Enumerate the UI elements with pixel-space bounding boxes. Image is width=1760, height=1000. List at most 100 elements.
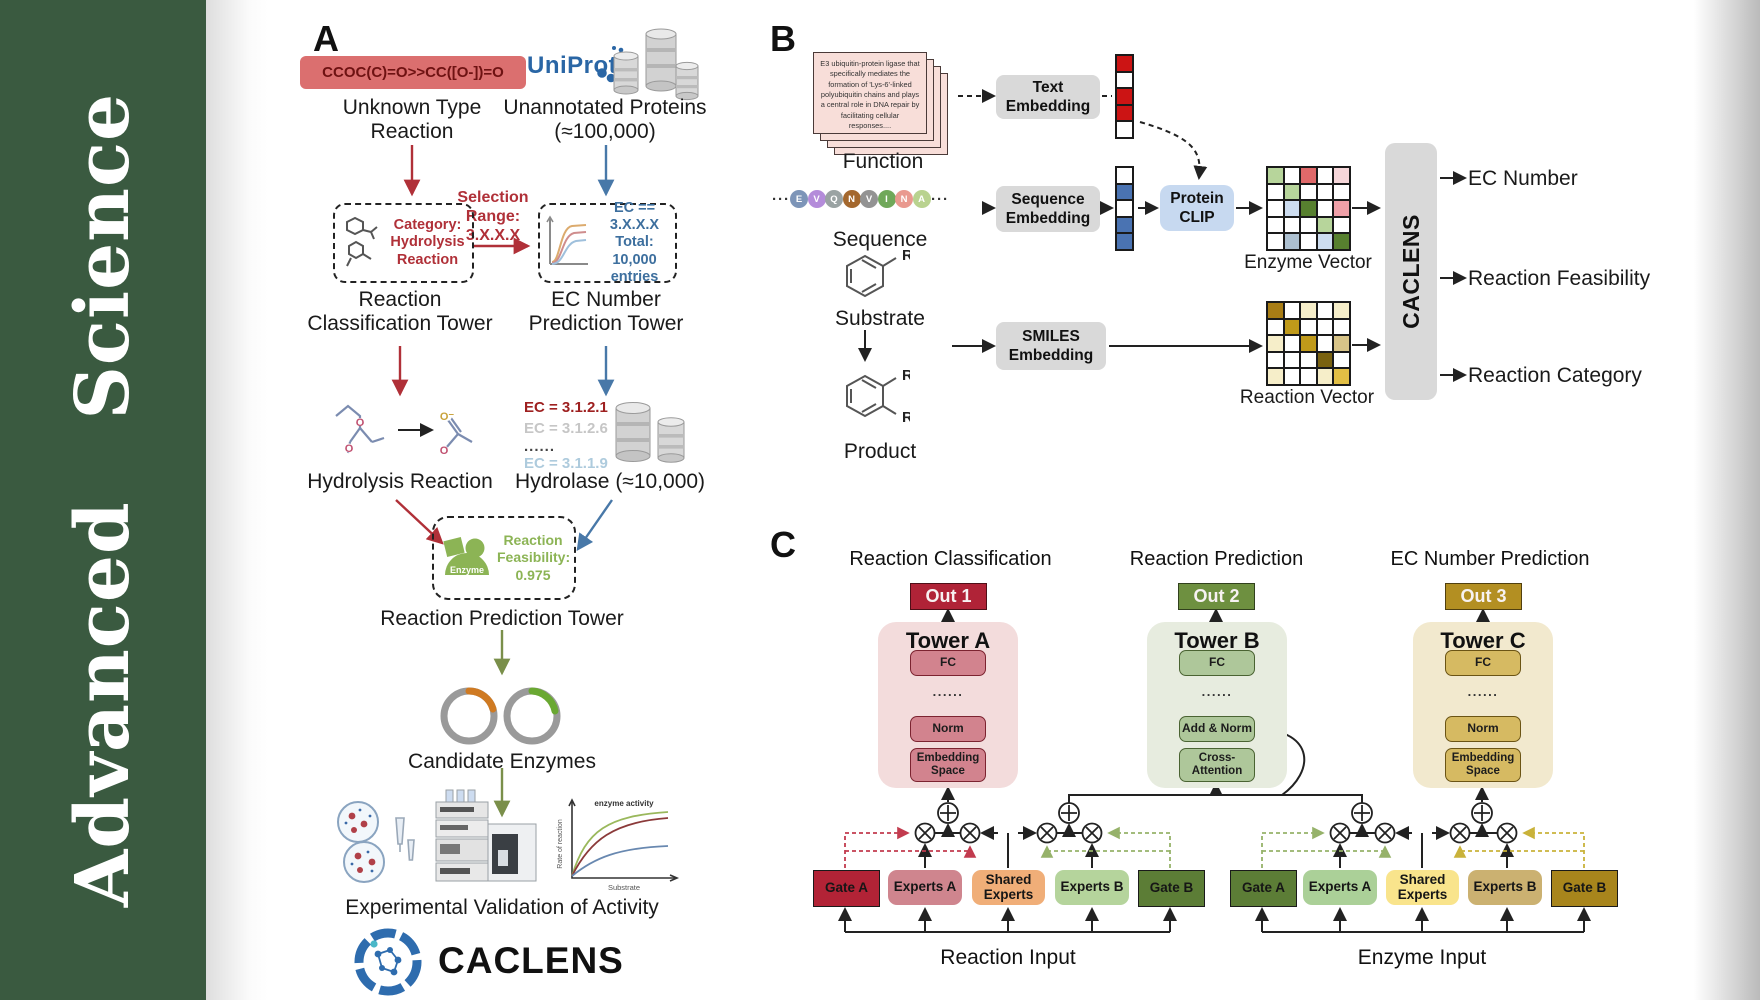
feasibility-text: Reaction Feasibility: 0.975 xyxy=(497,531,571,583)
sequence-label: Sequence xyxy=(832,228,928,251)
activity-annotation: enzyme activity xyxy=(594,799,654,808)
vector-cell xyxy=(1284,234,1299,249)
protein-clip-box: Protein CLIP xyxy=(1160,185,1234,231)
vector-cell xyxy=(1268,184,1283,199)
caclens-bar: CACLENS xyxy=(1385,143,1437,400)
reaction-gate-a: Gate A xyxy=(813,870,880,907)
vector-cell xyxy=(1301,319,1316,334)
vector-cell xyxy=(1334,303,1349,318)
reaction-experts-a: Experts A xyxy=(888,870,962,905)
tower-b-fc: FC xyxy=(1179,650,1255,676)
caclens-logo-icon xyxy=(354,928,422,996)
ec-tower-label: EC Number Prediction Tower xyxy=(528,288,684,335)
vector-cell xyxy=(1284,319,1299,334)
ec-item-dots: ...... xyxy=(524,438,556,456)
function-label: Function xyxy=(842,150,924,173)
svg-text:R: R xyxy=(902,367,910,384)
vector-cell xyxy=(1284,336,1299,351)
sequence-embedding-box: Sequence Embedding xyxy=(996,186,1100,232)
vector-cell xyxy=(1117,122,1132,137)
amino-acid-circle: E xyxy=(790,190,808,208)
amino-acid-circle: I xyxy=(877,190,896,208)
tower-b-panel: Tower B FC ...... Add & Norm Cross- Atte… xyxy=(1147,622,1287,788)
svg-text:R: R xyxy=(902,248,910,264)
tower-a-panel: Tower A FC ...... Norm Embedding Space xyxy=(878,622,1018,788)
sidebar-shadow xyxy=(206,0,268,1000)
page-edge-shade xyxy=(1694,0,1760,1000)
vector-cell xyxy=(1301,234,1316,249)
vector-cell xyxy=(1117,72,1132,87)
vector-cell xyxy=(1317,352,1332,367)
svg-text:O: O xyxy=(356,417,365,429)
vector-cell xyxy=(1284,184,1299,199)
ec-item-3: EC = 3.1.1.9 xyxy=(524,455,608,473)
curves-plot-icon xyxy=(545,215,588,265)
hydrolysis-label: Hydrolysis Reaction xyxy=(307,470,493,493)
vector-cell xyxy=(1301,201,1316,216)
tower-a-fc: FC xyxy=(910,650,986,676)
vector-cell xyxy=(1117,105,1132,120)
vector-cell xyxy=(1317,168,1332,183)
smiles-embedding-box: SMILES Embedding xyxy=(996,322,1106,370)
activity-plot: enzyme activity Rate of reaction Substra… xyxy=(557,798,680,892)
vector-cell xyxy=(1334,184,1349,199)
enzyme-gate-b: Gate B xyxy=(1551,870,1618,907)
reaction-shared-experts: Shared Experts xyxy=(972,870,1045,905)
vector-cell xyxy=(1301,184,1316,199)
vector-cell xyxy=(1268,319,1283,334)
vector-cell xyxy=(1301,168,1316,183)
out2-box: Out 2 xyxy=(1178,583,1255,610)
ec-item-2: EC = 3.1.2.6 xyxy=(524,419,608,437)
smiles-reaction-box: CCOC(C)=O>>CC([O-])=O xyxy=(300,56,526,89)
ec-item-1: EC = 3.1.2.1 xyxy=(524,399,608,416)
vector-cell xyxy=(1317,217,1332,232)
vector-cell xyxy=(1301,352,1316,367)
vector-cell xyxy=(1301,369,1316,384)
tower-c-norm: Norm xyxy=(1445,716,1521,742)
enzyme-shared-experts: Shared Experts xyxy=(1386,870,1459,905)
vector-cell xyxy=(1268,217,1283,232)
tower-b-name: Tower B xyxy=(1174,628,1260,653)
vector-cell xyxy=(1268,303,1283,318)
enzyme-vector-grid xyxy=(1266,166,1351,251)
tower-a-embedding: Embedding Space xyxy=(910,748,986,782)
tower-a-name: Tower A xyxy=(905,628,991,653)
category-text: Category: Hydrolysis Reaction xyxy=(390,216,465,268)
text-embedding-vector xyxy=(1115,54,1134,139)
journal-sidebar: Advanced Science xyxy=(0,0,206,1000)
validation-label: Experimental Validation of Activity xyxy=(345,896,659,919)
plasmid-icons xyxy=(440,687,561,745)
hydrolase-label: Hydrolase (≈10,000) xyxy=(514,470,706,493)
enzyme-input-label: Enzyme Input xyxy=(1357,946,1487,969)
enzyme-experts-b: Experts B xyxy=(1468,870,1542,905)
amino-acid-circle: N xyxy=(895,190,913,208)
vector-cell xyxy=(1317,369,1332,384)
out3-box: Out 3 xyxy=(1445,583,1522,610)
title-ec-number-prediction: EC Number Prediction xyxy=(1390,548,1590,570)
reaction-vector-label: Reaction Vector xyxy=(1239,387,1375,408)
out1-box: Out 1 xyxy=(910,583,987,610)
feasibility-dashed-box: Enzyme Reaction Feasibility: 0.975 xyxy=(432,516,576,600)
unannotated-proteins-label: Unannotated Proteins (≈100,000) xyxy=(503,96,707,143)
hydrolase-database-icon xyxy=(615,402,685,463)
hplc-instrument-icon xyxy=(435,789,537,882)
vector-cell xyxy=(1334,352,1349,367)
vector-cell xyxy=(1284,352,1299,367)
vector-cell xyxy=(1301,303,1316,318)
function-card-stack: E3 ubiquitin-protein ligase that specifi… xyxy=(813,52,953,158)
vector-cell xyxy=(1284,168,1299,183)
category-dashed-box: Category: Hydrolysis Reaction xyxy=(333,203,474,283)
reaction-input-label: Reaction Input xyxy=(940,946,1076,969)
vector-cell xyxy=(1334,336,1349,351)
vector-cell xyxy=(1268,336,1283,351)
enzyme-gate-a: Gate A xyxy=(1230,870,1297,907)
vector-cell xyxy=(1334,369,1349,384)
svg-text:O: O xyxy=(440,445,449,457)
vector-cell xyxy=(1317,303,1332,318)
tower-b-add-norm: Add & Norm xyxy=(1179,716,1255,742)
sequence-embedding-vector xyxy=(1115,166,1134,251)
reaction-experts-b: Experts B xyxy=(1055,870,1129,905)
classification-tower-label: Reaction Classification Tower xyxy=(307,288,493,335)
